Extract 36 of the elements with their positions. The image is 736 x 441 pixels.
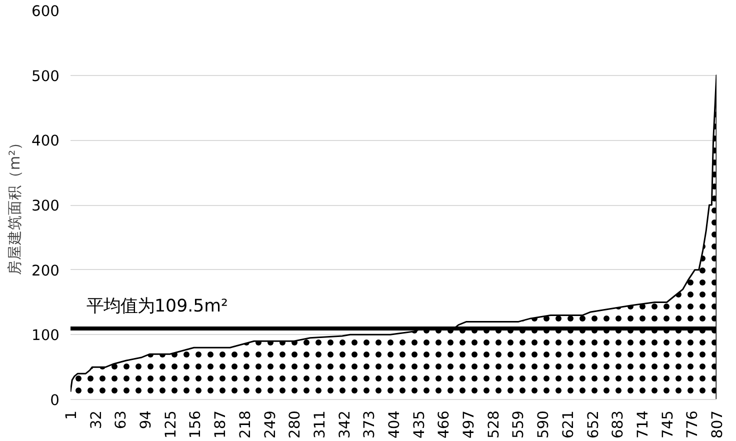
x-tick-label: 807 — [709, 410, 726, 438]
x-tick-label: 652 — [584, 410, 602, 438]
x-tick-label: 156 — [187, 410, 204, 438]
x-tick-label: 342 — [336, 410, 354, 438]
x-tick-label: 714 — [634, 410, 652, 438]
y-tick-label: 500 — [32, 68, 60, 85]
y-tick-label: 600 — [32, 3, 60, 20]
x-tick-label: 683 — [610, 410, 627, 438]
y-axis-title: 房屋建筑面积（m²） — [6, 134, 24, 276]
x-tick-label: 528 — [485, 410, 502, 438]
x-tick-label: 466 — [436, 410, 453, 438]
x-tick-label: 621 — [560, 410, 577, 438]
x-tick-label: 280 — [286, 410, 304, 438]
x-tick-label: 63 — [112, 410, 130, 430]
x-tick-label: 404 — [386, 410, 403, 438]
x-tick-label: 187 — [212, 410, 230, 438]
x-tick-label: 32 — [88, 410, 105, 430]
x-tick-label: 1 — [63, 410, 80, 420]
y-tick-label: 400 — [32, 132, 60, 150]
x-tick-label: 94 — [138, 410, 155, 430]
x-tick-label: 373 — [361, 410, 378, 438]
y-tick-label: 0 — [50, 392, 60, 409]
x-tick-label: 435 — [410, 410, 428, 438]
x-tick-label: 590 — [535, 410, 552, 438]
x-tick-label: 125 — [162, 410, 180, 438]
x-tick-label: 218 — [236, 410, 254, 438]
x-tick-label: 745 — [659, 410, 676, 438]
y-tick-label: 100 — [32, 327, 60, 344]
y-tick-label: 200 — [32, 262, 60, 280]
x-tick-label: 776 — [684, 410, 702, 438]
y-tick-label: 300 — [32, 198, 60, 214]
x-tick-label: 497 — [460, 410, 478, 438]
x-tick-label: 249 — [262, 410, 279, 438]
x-tick-label: 559 — [510, 410, 528, 438]
x-tick-label: 311 — [311, 410, 328, 438]
ref-line-label: 平均值为109.5m² — [86, 296, 228, 317]
